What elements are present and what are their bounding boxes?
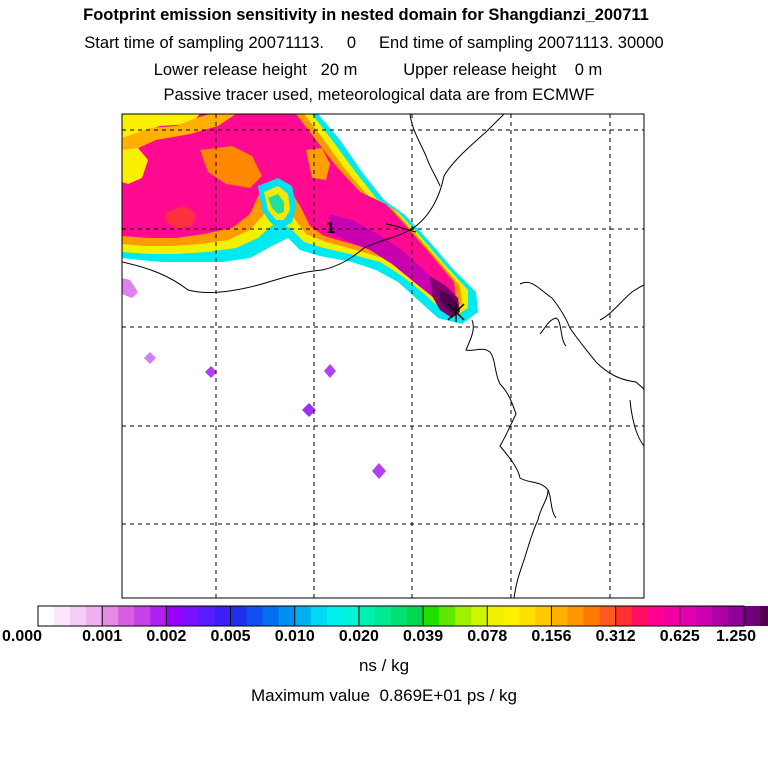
receptor-label: 1 xyxy=(326,220,335,237)
colorbar-swatch xyxy=(214,606,232,626)
receptor-star-icon xyxy=(447,302,465,322)
colorbar-swatch xyxy=(519,606,537,626)
colorbar-swatch xyxy=(599,606,617,626)
colorbar-swatch xyxy=(294,606,312,626)
colorbar-swatch xyxy=(647,606,665,626)
colorbar-swatch xyxy=(150,606,167,626)
colorbar-tick-label: 0.078 xyxy=(467,628,508,645)
orange-patch-top xyxy=(122,114,236,160)
colorbar-swatch xyxy=(246,606,264,626)
colorbar-swatch xyxy=(326,606,344,626)
colorbar-swatch xyxy=(342,606,360,626)
colorbar-swatch xyxy=(423,606,440,626)
coast-right-2 xyxy=(519,282,644,391)
colorbar-swatch xyxy=(54,606,71,626)
colorbar-swatch xyxy=(166,606,184,626)
dot-3 xyxy=(324,364,336,378)
maximum-value: Maximum value 0.869E+01 ps / kg xyxy=(251,686,517,705)
colorbar-swatch xyxy=(631,606,649,626)
colorbar-frame xyxy=(37,605,745,627)
colorbar-swatch xyxy=(711,606,729,626)
coast-right-3 xyxy=(539,317,567,347)
map-title: Footprint emission sensitivity in nested… xyxy=(83,6,649,24)
colorbar-swatch xyxy=(551,606,569,626)
colorbar-swatch xyxy=(679,606,697,626)
colorbar-swatch xyxy=(744,606,761,626)
coast-east-ridge xyxy=(385,223,417,233)
colorbar-swatch xyxy=(102,606,119,626)
swirl-green xyxy=(268,194,284,214)
coast-lower xyxy=(547,489,557,519)
map-frame xyxy=(121,113,645,599)
colorbar-swatch xyxy=(663,606,681,626)
colorbar-swatch xyxy=(86,606,103,626)
colorbar-swatch xyxy=(118,606,135,626)
colorbar-swatch xyxy=(230,606,248,626)
colorbar-swatch xyxy=(182,606,200,626)
dot-1 xyxy=(144,352,156,364)
colorbar-swatch xyxy=(695,606,713,626)
coast-right-1 xyxy=(465,319,549,598)
dot-5 xyxy=(372,463,386,479)
colorbar-swatch xyxy=(391,606,408,626)
colorbar-units: ns / kg xyxy=(358,656,410,675)
colorbar-swatch xyxy=(727,606,745,626)
colorbar-tick-label: 0.005 xyxy=(210,628,251,645)
colorbar-swatch xyxy=(471,606,488,626)
colorbar-swatch xyxy=(760,606,768,626)
colorbar-swatch xyxy=(70,606,87,626)
colorbar-tick-label: 0.002 xyxy=(146,628,187,645)
colorbar-swatch xyxy=(407,606,424,626)
colorbar-swatch xyxy=(310,606,328,626)
plume-core-purple xyxy=(328,214,450,304)
coast-far-right-2 xyxy=(629,399,644,447)
colorbar-swatch xyxy=(535,606,553,626)
red-blob-left xyxy=(166,206,196,228)
colorbar-swatch xyxy=(615,606,633,626)
colorbar-tick-label: 0.625 xyxy=(659,628,700,645)
colorbar-tick-label: 1.250 xyxy=(715,628,757,645)
yellow-patch-left xyxy=(122,148,148,184)
colorbar-tick-label: 0.156 xyxy=(531,628,572,645)
colorbar-tick-label: 0.312 xyxy=(595,628,636,645)
coastlines xyxy=(122,114,644,598)
border-north xyxy=(122,114,505,293)
colorbar-swatch xyxy=(503,606,520,626)
sensitivity-field xyxy=(122,114,478,479)
graticule xyxy=(122,114,644,598)
colorbar-tick-label: 0.039 xyxy=(403,628,444,645)
left-edge-blob xyxy=(122,278,138,298)
colorbar-swatch xyxy=(38,606,55,626)
colorbar-swatch xyxy=(374,606,392,626)
dot-4 xyxy=(302,403,316,417)
colorbar-swatch xyxy=(198,606,216,626)
border-upper-right xyxy=(409,114,441,187)
colorbar-tick-label: 0.010 xyxy=(274,628,315,645)
colorbar-swatch xyxy=(358,606,376,626)
orange-blob-right xyxy=(306,148,330,180)
colorbar-tick-label: 0.000 xyxy=(1,628,43,645)
colorbar-tick-label: 0.020 xyxy=(338,628,379,645)
release-height-line: Lower release height 20 m Upper release … xyxy=(153,61,603,79)
colorbar xyxy=(37,605,768,627)
colorbar-swatch xyxy=(567,606,585,626)
dot-2 xyxy=(205,366,217,378)
colorbar-swatch xyxy=(455,606,472,626)
colorbar-swatch xyxy=(439,606,456,626)
coast-far-right xyxy=(599,284,644,321)
colorbar-swatch xyxy=(134,606,151,626)
sampling-time-line: Start time of sampling 20071113. 0 End t… xyxy=(84,34,664,52)
colorbar-swatch xyxy=(583,606,601,626)
plume-core-darkest xyxy=(440,290,458,314)
colorbar-swatch xyxy=(262,606,280,626)
colorbar-swatch xyxy=(278,606,296,626)
tracer-info-line: Passive tracer used, meteorological data… xyxy=(163,86,595,104)
colorbar-tick-label: 0.001 xyxy=(82,628,123,645)
colorbar-swatch xyxy=(487,606,504,626)
